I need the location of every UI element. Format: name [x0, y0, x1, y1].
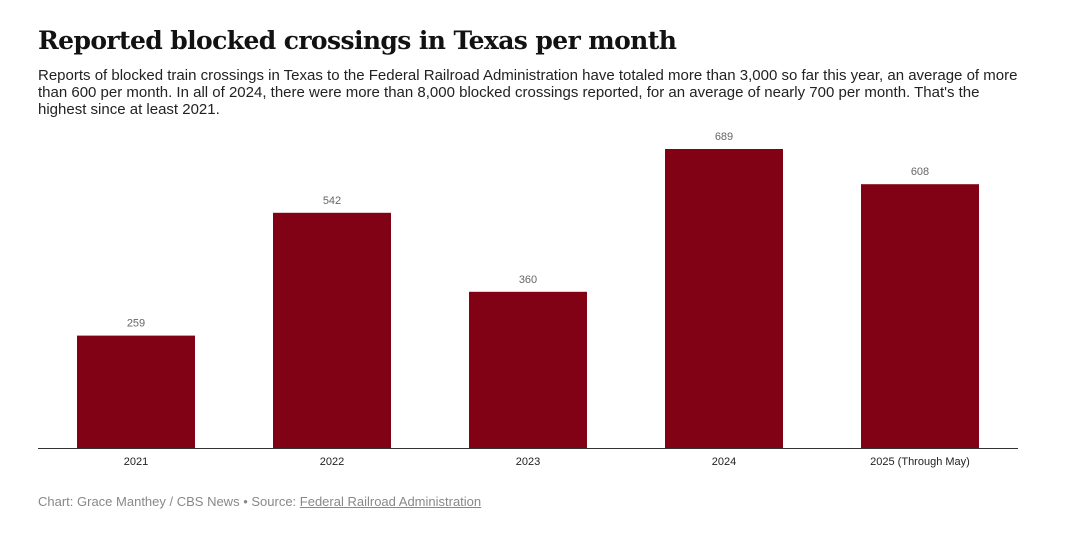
value-label-2: 360 — [519, 274, 537, 286]
value-label-1: 542 — [323, 195, 341, 207]
chart-title: Reported blocked crossings in Texas per … — [38, 26, 677, 55]
bar-0 — [77, 335, 195, 448]
value-label-3: 689 — [715, 131, 733, 143]
source-link[interactable]: Federal Railroad Administration — [299, 494, 482, 509]
chart-credit: Chart: Grace Manthey / CBS News — [38, 494, 240, 509]
bar-3 — [665, 149, 783, 448]
chart-subtitle: Reports of blocked train crossings in Te… — [38, 67, 1018, 118]
value-label-4: 608 — [911, 166, 929, 178]
source-prefix: Source: — [251, 494, 300, 509]
bar-2 — [469, 291, 587, 448]
x-tick-label-2: 2023 — [516, 456, 540, 468]
bars-group — [77, 149, 979, 448]
x-tick-label-1: 2022 — [320, 456, 344, 468]
footer-separator: • — [239, 494, 252, 509]
bar-4 — [861, 184, 979, 448]
bar-1 — [273, 212, 391, 448]
chart-footer: Chart: Grace Manthey / CBS News • Source… — [38, 494, 481, 509]
value-label-0: 259 — [127, 318, 145, 330]
x-tick-label-4: 2025 (Through May) — [870, 456, 970, 468]
value-labels-group: 259 542 360 689 608 — [127, 131, 929, 330]
x-tick-label-3: 2024 — [712, 456, 736, 468]
x-tick-label-0: 2021 — [124, 456, 148, 468]
x-tick-labels-group: 2021 2022 2023 2024 2025 (Through May) — [124, 456, 970, 468]
